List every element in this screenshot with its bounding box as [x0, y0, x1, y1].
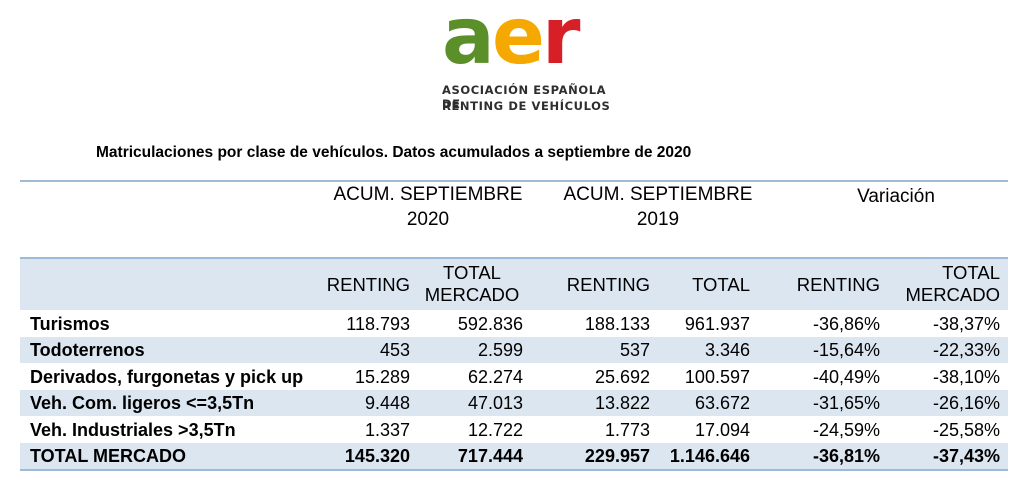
row-label: Veh. Industriales >3,5Tn — [30, 420, 236, 440]
cell-var-total-mercado: -38,10% — [932, 367, 1000, 387]
cell-var-renting: -36,86% — [812, 314, 880, 334]
col-header-total-2019: TOTAL — [692, 274, 750, 295]
col-header-renting-2019: RENTING — [566, 274, 650, 295]
cell-renting-2019: 25.692 — [594, 367, 650, 387]
period-2019-line2: 2019 — [636, 209, 680, 230]
cell-total-2019: 961.937 — [684, 314, 750, 334]
row-label: Veh. Com. ligeros <=3,5Tn — [30, 393, 255, 413]
col-header-renting-2020: RENTING — [326, 274, 410, 295]
cell-total-mercado-2020: 47.013 — [467, 393, 523, 413]
col-header-total-mercado-variation: TOTAL MERCADO — [900, 262, 1000, 306]
table-row: Todoterrenos 453 2.599 537 3.346 -15,64%… — [20, 337, 1008, 363]
cell-renting-2020: 15.289 — [354, 367, 410, 387]
cell-var-total-mercado: -38,37% — [932, 314, 1000, 334]
cell-renting-2020: 1.337 — [364, 420, 410, 440]
cell-renting-2020: 145.320 — [344, 446, 410, 466]
logo-letter-r: r — [542, 0, 581, 82]
cell-total-2019: 17.094 — [694, 420, 750, 440]
cell-var-renting: -24,59% — [812, 420, 880, 440]
cell-var-total-mercado: -26,16% — [932, 393, 1000, 413]
cell-var-total-mercado: -22,33% — [932, 340, 1000, 360]
table-row: Veh. Com. ligeros <=3,5Tn 9.448 47.013 1… — [20, 390, 1008, 416]
cell-renting-2020: 453 — [379, 340, 410, 360]
cell-var-renting: -15,64% — [812, 340, 880, 360]
cell-total-mercado-2020: 2.599 — [477, 340, 523, 360]
col-header-total-mercado-2020-line1: TOTAL — [443, 262, 501, 283]
table-row: Turismos 118.793 592.836 188.133 961.937… — [20, 311, 1008, 337]
cell-var-renting: -31,65% — [812, 393, 880, 413]
period-2019-line1: ACUM. SEPTIEMBRE — [563, 184, 753, 205]
cell-total-2019: 100.597 — [684, 367, 750, 387]
cell-total-2019: 1.146.646 — [669, 446, 750, 466]
cell-renting-2019: 13.822 — [594, 393, 650, 413]
cell-renting-2019: 1.773 — [604, 420, 650, 440]
cell-renting-2019: 229.957 — [584, 446, 650, 466]
row-label: Derivados, furgonetas y pick up — [30, 367, 304, 387]
logo-org-line1: ASOCIACIÓN ESPAÑOLA DE — [442, 83, 607, 111]
cell-renting-2020: 118.793 — [346, 314, 410, 334]
logo-letter-e: e — [492, 0, 545, 82]
top-rule — [20, 180, 1008, 182]
row-label: TOTAL MERCADO — [30, 446, 186, 466]
period-2019-header: ACUM. SEPTIEMBRE 2019 — [560, 182, 756, 232]
cell-total-2019: 63.672 — [694, 393, 750, 413]
table-row: Derivados, furgonetas y pick up 15.289 6… — [20, 364, 1008, 390]
cell-total-mercado-2020: 62.274 — [467, 367, 523, 387]
col-header-renting-variation: RENTING — [796, 274, 880, 295]
cell-total-2019: 3.346 — [704, 340, 750, 360]
col-header-total-mercado-2020-line2: MERCADO — [424, 284, 520, 305]
period-2020-line1: ACUM. SEPTIEMBRE — [333, 184, 523, 205]
col-header-total-mercado-variation-line2: MERCADO — [905, 284, 1000, 305]
aer-logo: a e r ASOCIACIÓN ESPAÑOLA DE RENTING DE … — [440, 0, 611, 122]
cell-renting-2020: 9.448 — [364, 393, 410, 413]
cell-total-mercado-2020: 717.444 — [457, 446, 523, 466]
col-header-total-mercado-2020: TOTAL MERCADO — [420, 262, 524, 306]
aer-logo-mark: a e r — [440, 0, 610, 82]
column-header-band — [20, 259, 1008, 310]
cell-renting-2019: 537 — [619, 340, 650, 360]
table-total-row: TOTAL MERCADO 145.320 717.444 229.957 1.… — [20, 443, 1008, 469]
header-rule — [20, 257, 1008, 259]
row-label: Todoterrenos — [30, 340, 145, 360]
period-2020-header: ACUM. SEPTIEMBRE 2020 — [330, 182, 526, 232]
row-label: Turismos — [30, 314, 110, 334]
logo-org-line2: RENTING DE VEHÍCULOS — [442, 99, 611, 113]
period-2020-line2: 2020 — [406, 209, 450, 230]
cell-var-renting: -36,81% — [812, 446, 880, 466]
cell-total-mercado-2020: 12.722 — [467, 420, 523, 440]
cell-var-total-mercado: -25,58% — [932, 420, 1000, 440]
bottom-rule — [20, 469, 1008, 471]
cell-total-mercado-2020: 592.836 — [457, 314, 523, 334]
table-row: Veh. Industriales >3,5Tn 1.337 12.722 1.… — [20, 417, 1008, 443]
logo-letter-a: a — [442, 0, 495, 82]
col-header-total-mercado-variation-line1: TOTAL — [942, 262, 1000, 283]
cell-var-total-mercado: -37,43% — [932, 446, 1000, 466]
cell-renting-2019: 188.133 — [584, 314, 650, 334]
table-subtitle: Matriculaciones por clase de vehículos. … — [96, 144, 692, 161]
variation-header: Variación — [857, 186, 935, 207]
cell-var-renting: -40,49% — [812, 367, 880, 387]
